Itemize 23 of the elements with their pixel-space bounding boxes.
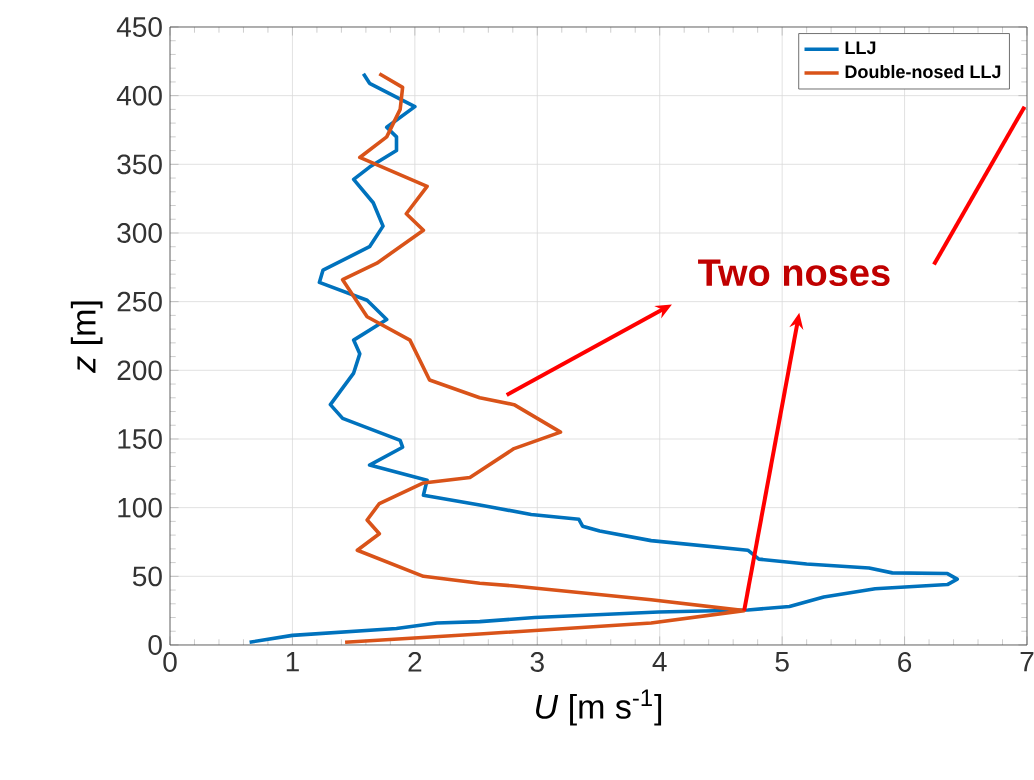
legend-label: LLJ	[845, 41, 876, 55]
x-axis-title: U [m s$^{-1}$]	[536, 689, 662, 726]
y-tick-label: 250	[117, 291, 162, 312]
x-tick-label: 4	[652, 652, 667, 672]
x-tick-label: 5	[775, 652, 789, 672]
y-axis-title: z [m]	[70, 301, 103, 373]
y-tick-label: 300	[117, 223, 162, 243]
x-tick-label: 7	[1020, 652, 1034, 672]
y-tick-label: 400	[116, 85, 162, 106]
y-tick-label: 200	[117, 360, 162, 381]
y-tick-label: 450	[116, 17, 162, 37]
legend-label: Double-nosed LLJ	[845, 64, 1001, 79]
x-tick-label: 2	[408, 652, 422, 672]
y-tick-label: 350	[117, 154, 162, 175]
annotation: Two noses	[698, 259, 890, 287]
x-tick-label: 0	[163, 652, 177, 672]
y-tick-label: 0	[148, 635, 162, 655]
x-tick-label: 6	[898, 652, 912, 672]
x-tick-label: 1	[286, 652, 299, 672]
y-tick-label: 50	[132, 566, 162, 587]
y-tick-label: 150	[118, 429, 162, 449]
y-tick-label: 100	[118, 497, 162, 518]
x-tick-label: 3	[530, 652, 544, 672]
